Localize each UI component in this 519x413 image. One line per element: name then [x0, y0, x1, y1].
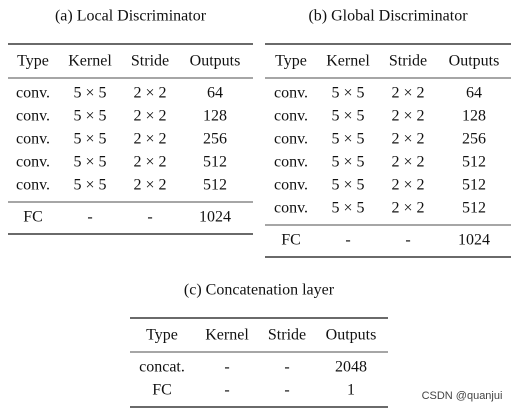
- cell: conv.: [16, 131, 50, 148]
- cell: 128: [203, 108, 227, 125]
- column-header: Type: [17, 53, 49, 70]
- cell: 2 × 2: [391, 108, 424, 125]
- cell: 5 × 5: [73, 131, 106, 148]
- cell: conv.: [16, 154, 50, 171]
- column-header: Outputs: [326, 327, 377, 344]
- cell: conv.: [16, 108, 50, 125]
- cell: -: [284, 382, 289, 399]
- cell: 512: [203, 177, 227, 194]
- cell: 64: [466, 85, 482, 102]
- cell: concat.: [139, 359, 185, 376]
- cell: 2 × 2: [133, 85, 166, 102]
- cell: 2 × 2: [133, 177, 166, 194]
- cell: 5 × 5: [331, 131, 364, 148]
- column-header: Kernel: [326, 53, 370, 70]
- cell: conv.: [16, 85, 50, 102]
- cell: 1024: [199, 209, 231, 226]
- table-caption: (b) Global Discriminator: [308, 8, 468, 25]
- table-caption: (a) Local Discriminator: [55, 8, 207, 25]
- cell: -: [405, 232, 410, 249]
- cell: 5 × 5: [73, 108, 106, 125]
- cell: 5 × 5: [331, 85, 364, 102]
- cell: 2 × 2: [133, 154, 166, 171]
- cell: conv.: [16, 177, 50, 194]
- column-header: Type: [275, 53, 307, 70]
- cell: 5 × 5: [331, 177, 364, 194]
- cell: conv.: [274, 200, 308, 217]
- cell: 128: [462, 108, 486, 125]
- cell: 1024: [458, 232, 490, 249]
- cell: -: [284, 359, 289, 376]
- cell: 2 × 2: [391, 154, 424, 171]
- table-caption: (c) Concatenation layer: [184, 282, 335, 299]
- cell: 512: [462, 154, 486, 171]
- cell: 2 × 2: [391, 131, 424, 148]
- cell: 5 × 5: [73, 177, 106, 194]
- cell: 512: [462, 200, 486, 217]
- cell: 512: [462, 177, 486, 194]
- column-header: Stride: [389, 53, 427, 70]
- column-header: Type: [146, 327, 178, 344]
- cell: -: [224, 382, 229, 399]
- cell: conv.: [274, 108, 308, 125]
- cell: -: [147, 209, 152, 226]
- cell: 5 × 5: [331, 200, 364, 217]
- cell: 5 × 5: [73, 154, 106, 171]
- cell: conv.: [274, 177, 308, 194]
- cell: 5 × 5: [331, 154, 364, 171]
- cell: 5 × 5: [331, 108, 364, 125]
- column-header: Stride: [268, 327, 306, 344]
- cell: conv.: [274, 131, 308, 148]
- cell: 64: [207, 85, 223, 102]
- column-header: Outputs: [190, 53, 241, 70]
- cell: 2 × 2: [133, 131, 166, 148]
- column-header: Kernel: [68, 53, 112, 70]
- cell: 256: [462, 131, 486, 148]
- cell: 512: [203, 154, 227, 171]
- column-header: Stride: [131, 53, 169, 70]
- cell: -: [87, 209, 92, 226]
- cell: 2 × 2: [391, 177, 424, 194]
- cell: -: [224, 359, 229, 376]
- watermark: CSDN @quanjui: [422, 390, 503, 402]
- cell: conv.: [274, 85, 308, 102]
- cell: 256: [203, 131, 227, 148]
- column-header: Outputs: [449, 53, 500, 70]
- column-header: Kernel: [205, 327, 249, 344]
- cell: 2048: [335, 359, 367, 376]
- cell: 2 × 2: [133, 108, 166, 125]
- cell: 1: [347, 382, 355, 399]
- cell: 5 × 5: [73, 85, 106, 102]
- cell: 2 × 2: [391, 200, 424, 217]
- cell: FC: [281, 232, 301, 249]
- cell: -: [345, 232, 350, 249]
- cell: FC: [152, 382, 172, 399]
- cell: conv.: [274, 154, 308, 171]
- cell: 2 × 2: [391, 85, 424, 102]
- cell: FC: [23, 209, 43, 226]
